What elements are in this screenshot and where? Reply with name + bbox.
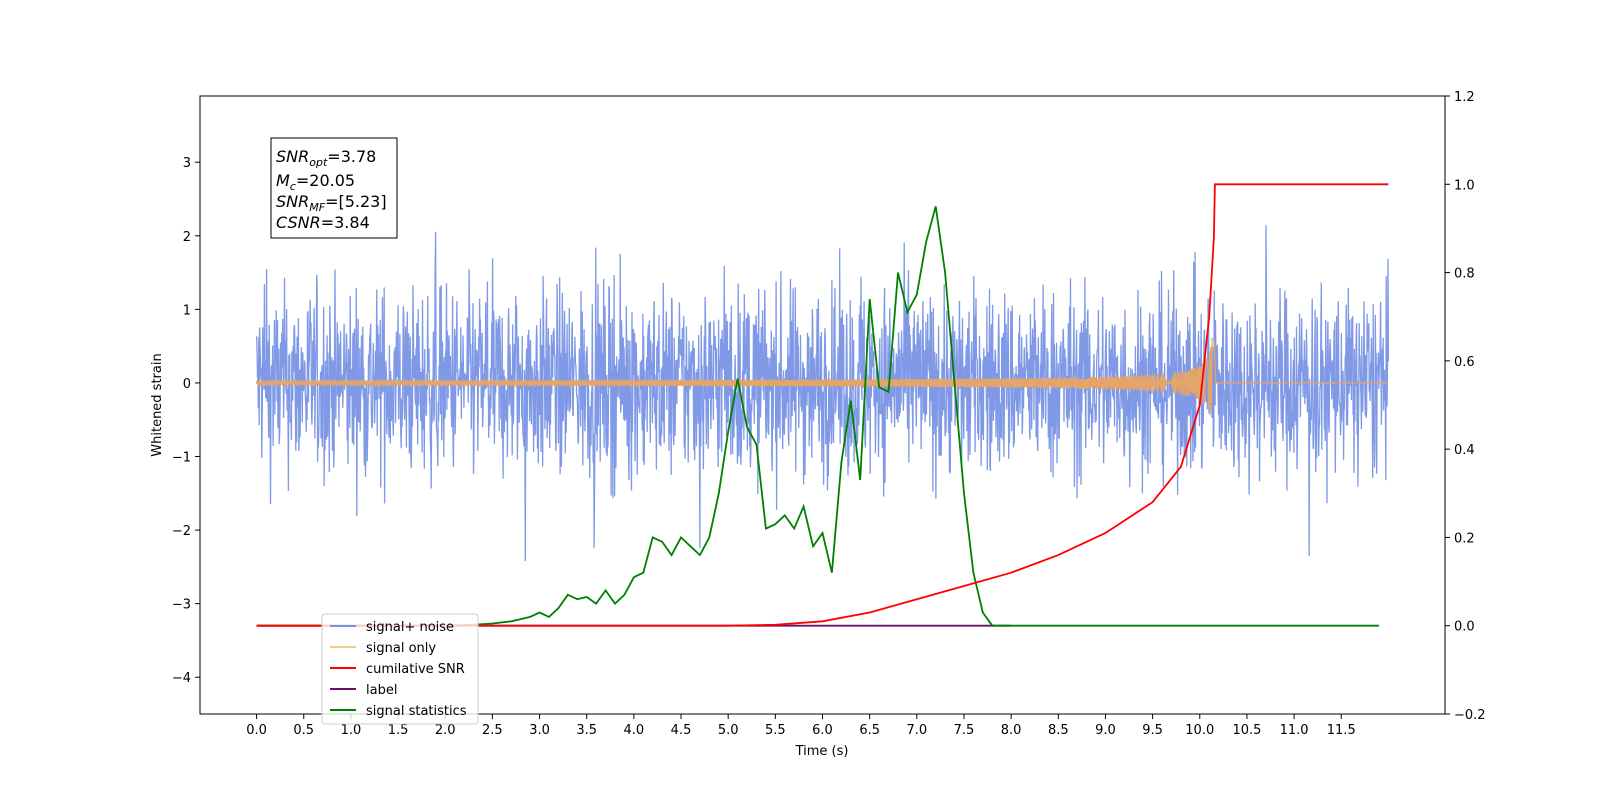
left-axis-ticks: 3 2 1 0 −1 −2 −3 −4: [172, 156, 200, 686]
left-tick-label: −2: [172, 524, 191, 539]
right-tick-label: 0.4: [1454, 443, 1475, 458]
left-tick-label: −1: [172, 451, 191, 466]
left-tick-label: −4: [172, 671, 191, 686]
snr-opt-label: SNRopt=3.78: [276, 147, 376, 169]
legend-entry: signal only: [366, 641, 436, 656]
x-tick-label: 7.5: [954, 723, 975, 738]
right-tick-label: 0.8: [1454, 267, 1475, 282]
x-tick-label: 8.5: [1048, 723, 1069, 738]
left-tick-label: 1: [183, 303, 191, 318]
x-tick-label: 7.0: [906, 723, 927, 738]
snr-opt-value: 3.78: [341, 147, 377, 166]
x-tick-label: 8.0: [1001, 723, 1022, 738]
x-tick-label: 9.5: [1142, 723, 1163, 738]
right-tick-label: 1.2: [1454, 90, 1475, 105]
right-tick-label: 0.2: [1454, 531, 1475, 546]
x-tick-label: 3.0: [529, 723, 550, 738]
csnr-value: 3.84: [334, 213, 370, 232]
left-tick-label: 2: [183, 230, 191, 245]
x-tick-label: 2.0: [435, 723, 456, 738]
x-tick-label: 1.0: [341, 723, 362, 738]
legend: signal+ noise signal only cumilative SNR la…: [321, 613, 479, 725]
x-tick-label: 9.0: [1095, 723, 1116, 738]
stats-annotation: SNRopt=3.78 Mc=20.05 SNRMF=[5.23] CSNR=3…: [270, 137, 398, 239]
csnr-label: CSNR=3.84: [276, 213, 370, 232]
right-tick-label: −0.2: [1454, 708, 1486, 723]
x-tick-label: 6.5: [859, 723, 880, 738]
x-tick-label: 11.0: [1280, 723, 1309, 738]
right-tick-label: 0.0: [1454, 620, 1475, 635]
left-tick-label: 0: [183, 377, 191, 392]
x-tick-label: 10.5: [1232, 723, 1261, 738]
left-tick-label: −3: [172, 598, 191, 613]
x-tick-label: 4.0: [624, 723, 645, 738]
x-tick-label: 10.0: [1185, 723, 1214, 738]
snr-mf-label: SNRMF=[5.23]: [276, 192, 387, 214]
right-tick-label: 1.0: [1454, 178, 1475, 193]
snr-mf-value: [5.23]: [338, 192, 386, 211]
x-tick-label: 3.5: [576, 723, 597, 738]
x-tick-label: 4.5: [671, 723, 692, 738]
mc-value: 20.05: [309, 171, 355, 190]
mc-label: Mc=20.05: [276, 171, 355, 193]
signal-statistics-line: [256, 206, 1379, 627]
y-axis-label: Whitened strain: [150, 353, 165, 456]
legend-entry: cumilative SNR: [366, 662, 465, 677]
cumilative-snr-line: [256, 183, 1389, 627]
x-axis-label: Time (s): [795, 744, 849, 759]
right-axis-ticks: 1.2 1.0 0.8 0.6 0.4 0.2 0.0 −0.2: [1445, 90, 1486, 723]
right-tick-label: 0.6: [1454, 355, 1475, 370]
x-tick-label: 5.0: [718, 723, 739, 738]
x-tick-label: 0.0: [246, 723, 267, 738]
x-axis-ticks: 0.0 0.5 1.0 1.5 2.0 2.5 3.0 3.5 4.0 4.5 5.0 5.5 6.0 6…: [246, 714, 1356, 738]
legend-entry: label: [366, 683, 397, 698]
x-tick-label: 6.0: [812, 723, 833, 738]
x-tick-label: 0.5: [293, 723, 314, 738]
x-tick-label: 1.5: [388, 723, 409, 738]
x-tick-label: 2.5: [482, 723, 503, 738]
x-tick-label: 11.5: [1327, 723, 1356, 738]
legend-entry: signal statistics: [366, 704, 467, 719]
legend-entry: signal+ noise: [366, 620, 454, 635]
left-tick-label: 3: [183, 156, 191, 171]
x-tick-label: 5.5: [765, 723, 786, 738]
